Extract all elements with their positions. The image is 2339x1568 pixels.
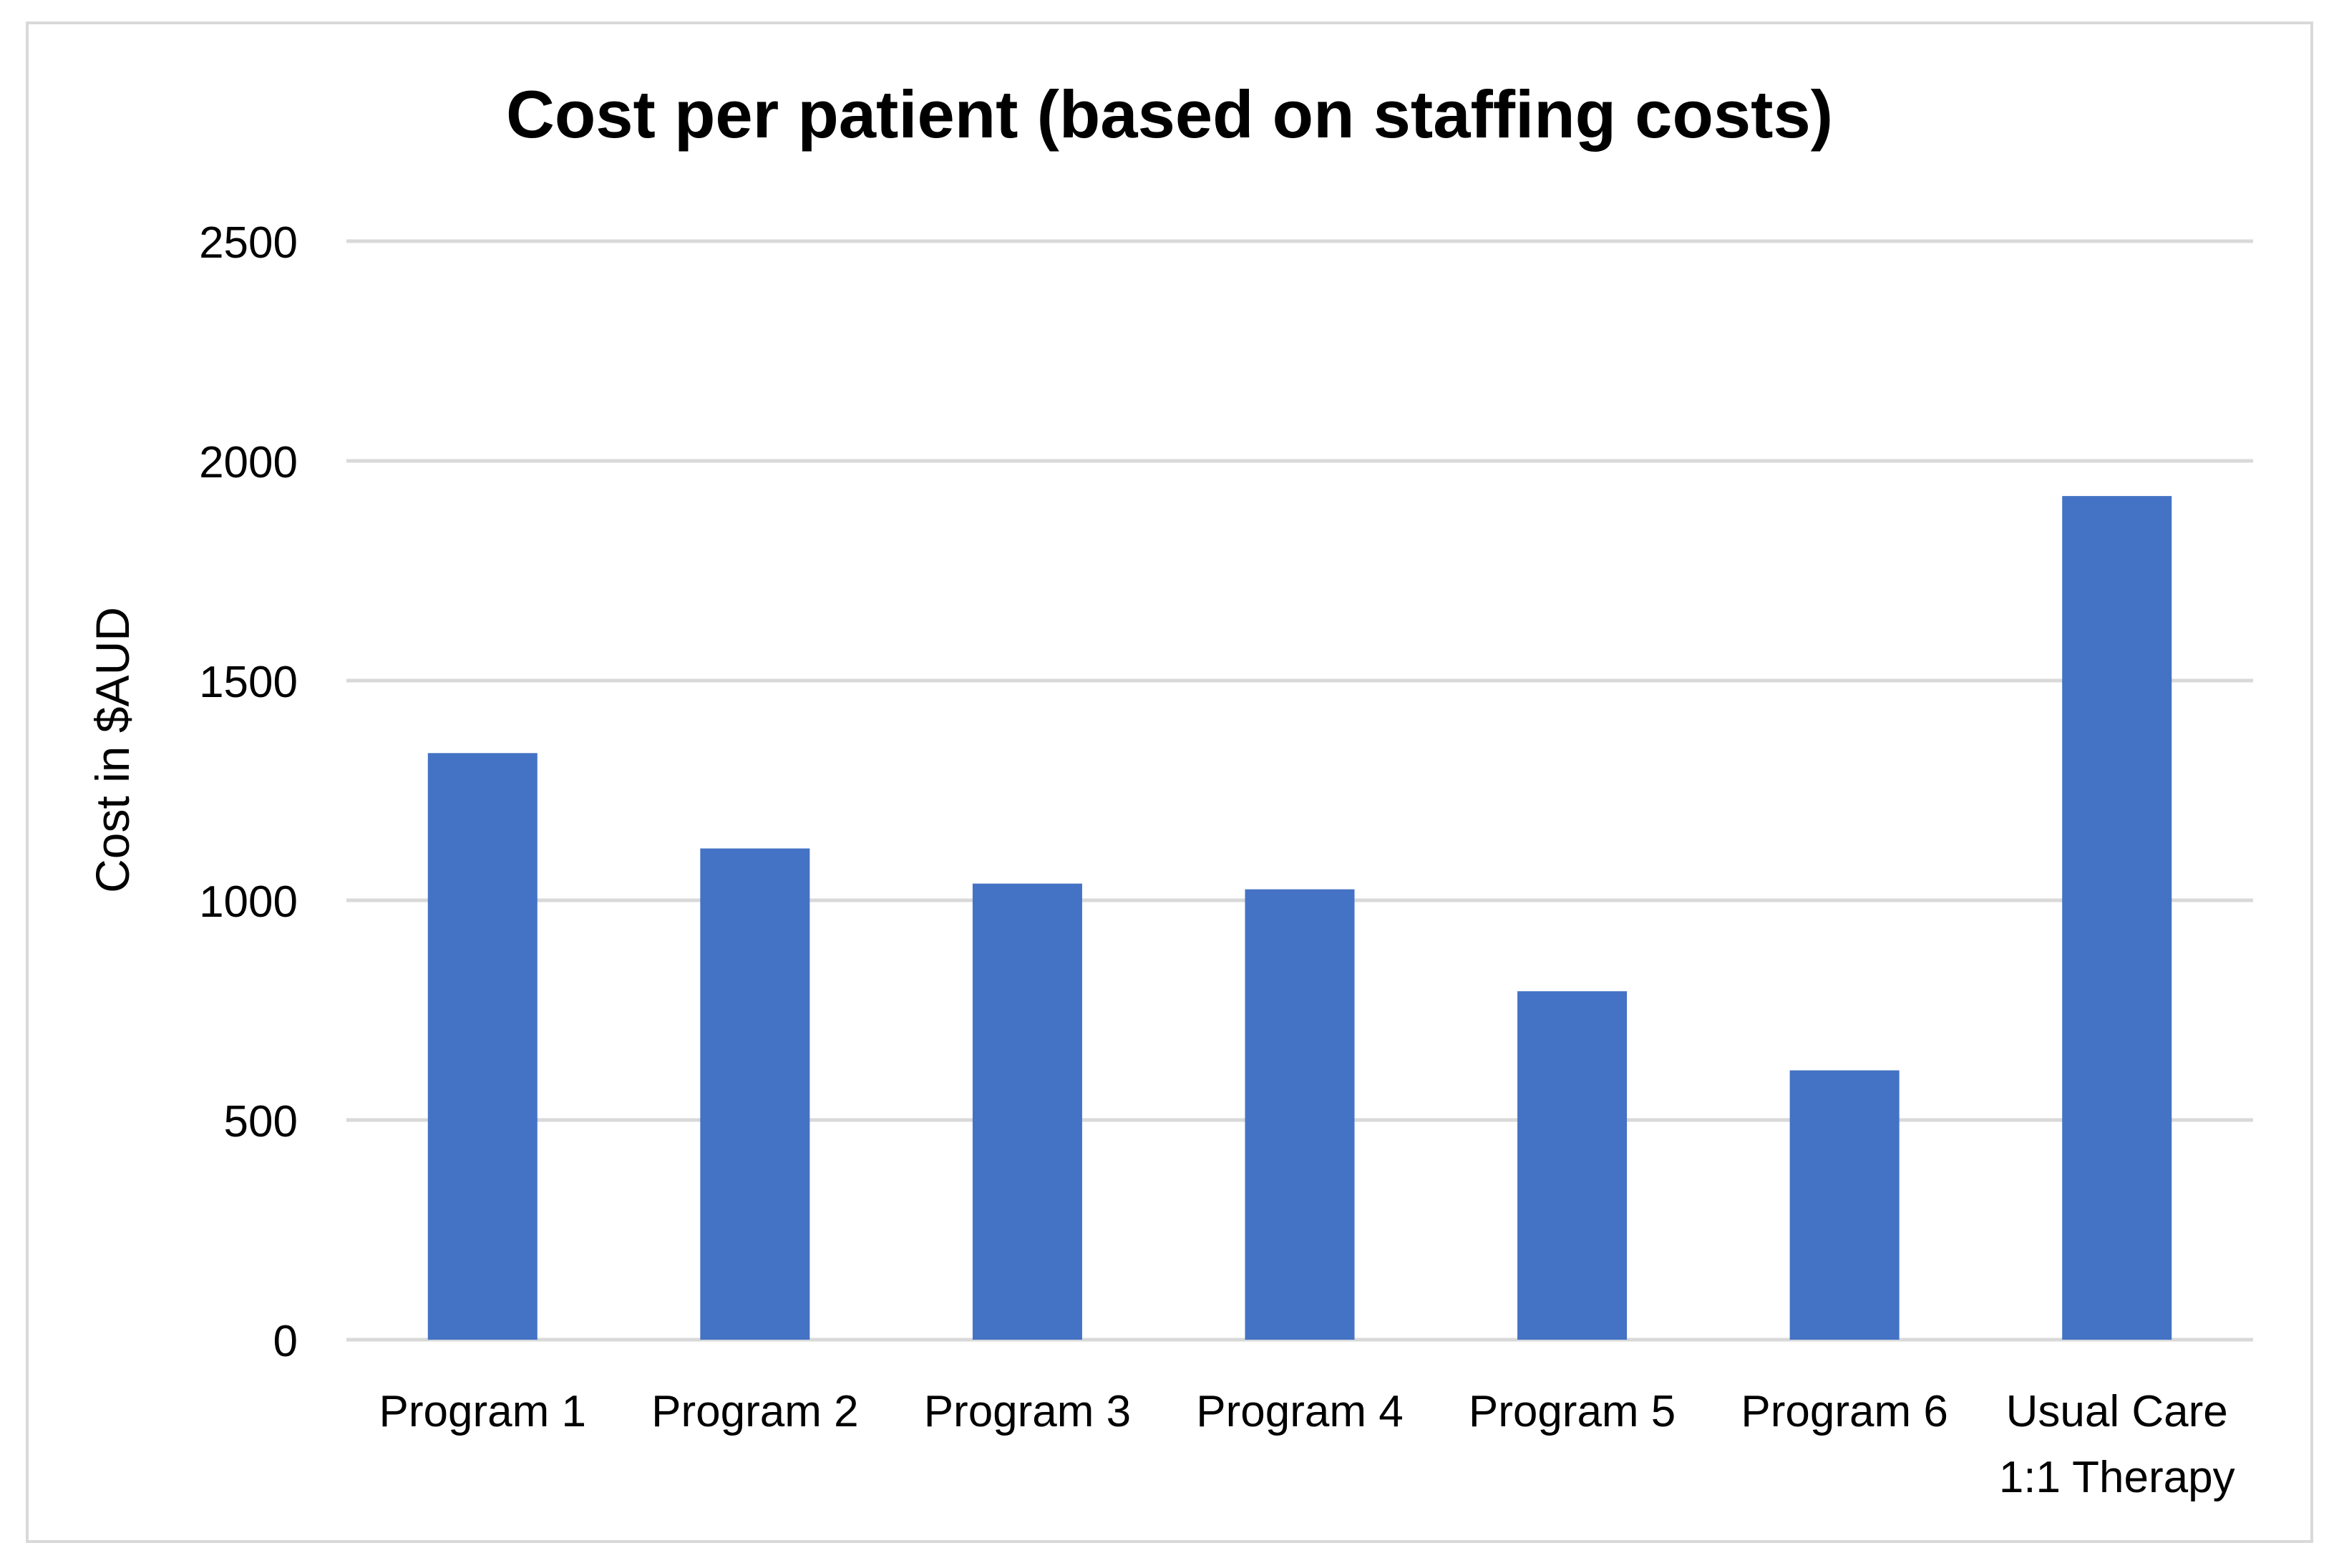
x-tick-label: Program 6: [1741, 1387, 1947, 1436]
bar: [2062, 496, 2172, 1340]
bar: [1245, 890, 1355, 1340]
chart-title: Cost per patient (based on staffing cost…: [506, 77, 1833, 152]
bar: [973, 884, 1082, 1340]
chart-container: Cost per patient (based on staffing cost…: [0, 0, 2339, 1564]
bar: [1790, 1071, 1900, 1340]
y-tick-label: 1500: [199, 658, 298, 707]
bar: [1517, 991, 1627, 1340]
y-tick-label: 2000: [199, 438, 298, 487]
x-tick-label: Program 2: [651, 1387, 858, 1436]
x-tick-label: Program 3: [924, 1387, 1131, 1436]
bar: [428, 753, 538, 1340]
x-tick-label: Program 4: [1196, 1387, 1403, 1436]
x-tick-label: 1:1 Therapy: [1999, 1453, 2235, 1502]
bar-chart: Cost per patient (based on staffing cost…: [0, 0, 2339, 1564]
y-axis-label: Cost in $AUD: [86, 607, 139, 893]
x-tick-label: Usual Care: [2006, 1387, 2228, 1436]
x-tick-label: Program 5: [1469, 1387, 1676, 1436]
chart-border: [27, 23, 2312, 1542]
y-tick-label: 2500: [199, 218, 298, 268]
x-tick-label: Program 1: [379, 1387, 586, 1436]
y-tick-label: 1000: [199, 877, 298, 927]
y-tick-label: 0: [273, 1317, 298, 1366]
y-tick-label: 500: [224, 1097, 298, 1146]
bar: [700, 849, 809, 1340]
